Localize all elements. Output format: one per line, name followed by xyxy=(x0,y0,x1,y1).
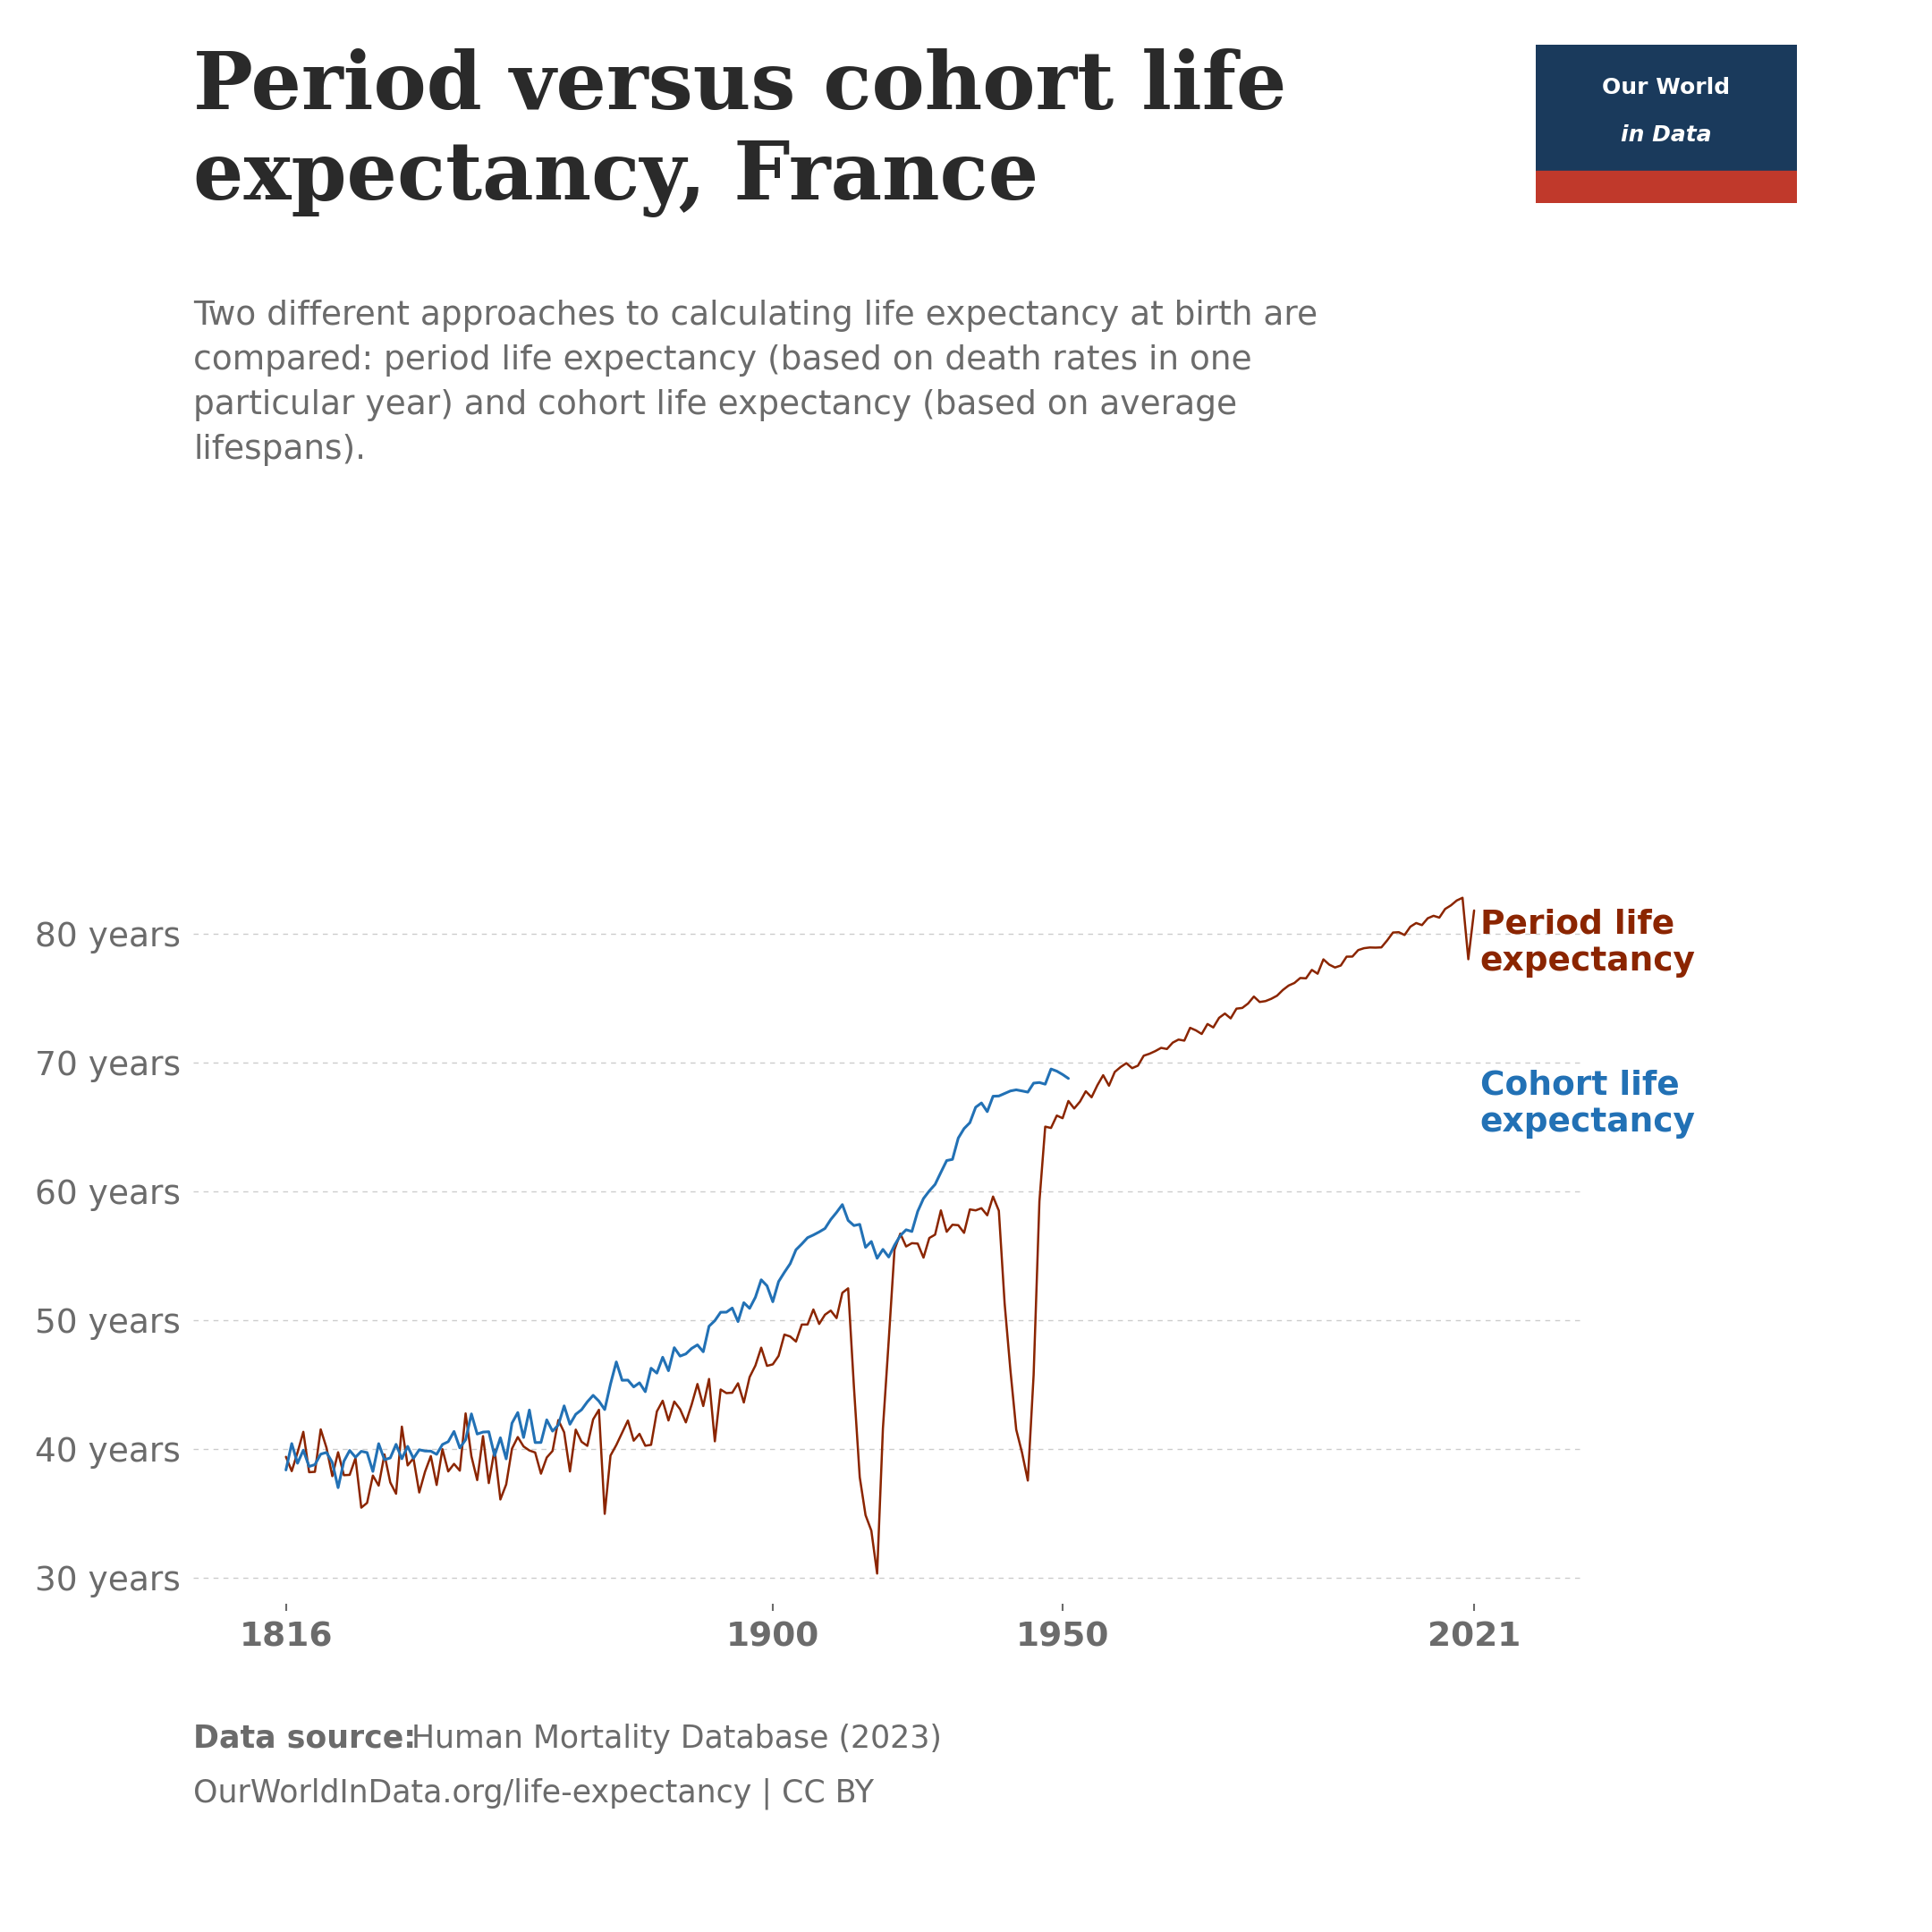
Text: Period life
expectancy: Period life expectancy xyxy=(1480,908,1696,978)
Text: Our World: Our World xyxy=(1602,77,1731,99)
Text: Two different approaches to calculating life expectancy at birth are
compared: p: Two different approaches to calculating … xyxy=(193,299,1318,466)
Text: Data source:: Data source: xyxy=(193,1723,415,1754)
Text: OurWorldInData.org/life-expectancy | CC BY: OurWorldInData.org/life-expectancy | CC … xyxy=(193,1777,873,1808)
Text: Period versus cohort life
expectancy, France: Period versus cohort life expectancy, Fr… xyxy=(193,48,1287,216)
Text: Cohort life
expectancy: Cohort life expectancy xyxy=(1480,1068,1696,1138)
Text: in Data: in Data xyxy=(1621,124,1712,145)
Text: Human Mortality Database (2023): Human Mortality Database (2023) xyxy=(402,1723,943,1754)
Bar xyxy=(1536,172,1797,203)
